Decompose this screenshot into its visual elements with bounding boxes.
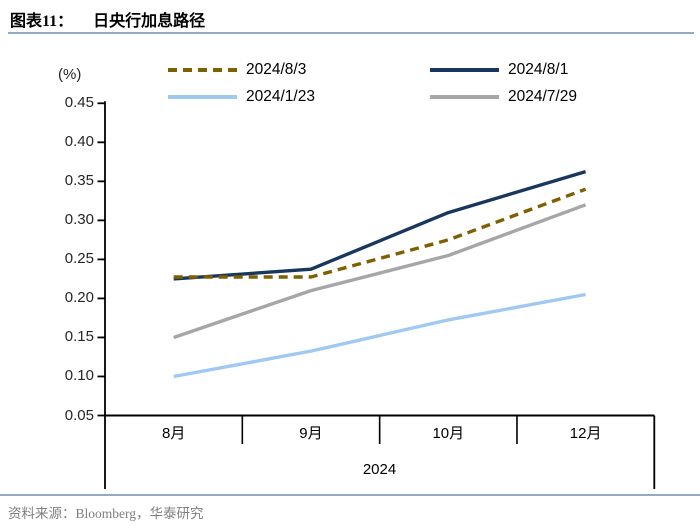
legend-label: 2024/1/23 xyxy=(246,88,315,105)
series-line-2024-1-23 xyxy=(173,292,586,379)
figure-title-text: 日央行加息路径 xyxy=(93,13,206,30)
y-tick-label: 0.20 xyxy=(64,289,94,307)
legend-swatch-solid-line xyxy=(430,95,499,99)
x-tick-label: 10月 xyxy=(432,425,465,442)
legend-item: 2024/8/1 xyxy=(430,60,568,80)
y-tick-label: 0.40 xyxy=(64,133,94,151)
y-tick-label: 0.45 xyxy=(64,94,94,112)
legend-label: 2024/7/29 xyxy=(508,88,577,105)
legend-label: 2024/8/1 xyxy=(508,61,569,78)
x-axis-year-label: 2024 xyxy=(362,461,397,478)
legend-label: 2024/8/3 xyxy=(246,61,307,78)
x-tick-label: 9月 xyxy=(299,425,323,442)
y-tick-label: 0.05 xyxy=(64,406,94,424)
y-tick-label: 0.30 xyxy=(64,211,94,229)
y-tick-label: 0.35 xyxy=(64,172,94,190)
series-line-2024-8-3 xyxy=(173,187,587,279)
legend-swatch-solid-line xyxy=(430,68,499,72)
series-line-2024-7-29 xyxy=(173,203,587,340)
legend-swatch-solid-line xyxy=(168,95,237,99)
source-note: 资料来源：Bloomberg，华泰研究 xyxy=(8,506,204,521)
y-axis-unit-label: (%) xyxy=(58,66,82,83)
legend-swatch-dashed-line xyxy=(168,68,237,72)
y-tick-label: 0.15 xyxy=(64,328,94,346)
title-divider xyxy=(8,32,694,34)
legend-item: 2024/7/29 xyxy=(430,87,577,107)
figure-title: 图表11： 日央行加息路径 xyxy=(10,7,205,31)
y-tick-label: 0.10 xyxy=(64,367,94,385)
legend-item: 2024/8/3 xyxy=(168,60,306,80)
y-tick-label: 0.25 xyxy=(64,250,94,268)
legend-item: 2024/1/23 xyxy=(168,87,315,107)
figure-number: 图表11： xyxy=(10,13,74,30)
x-tick-label: 8月 xyxy=(161,425,186,442)
series-line-2024-8-1 xyxy=(173,169,587,281)
x-tick-label: 12月 xyxy=(569,425,602,442)
footer-divider xyxy=(0,494,700,496)
